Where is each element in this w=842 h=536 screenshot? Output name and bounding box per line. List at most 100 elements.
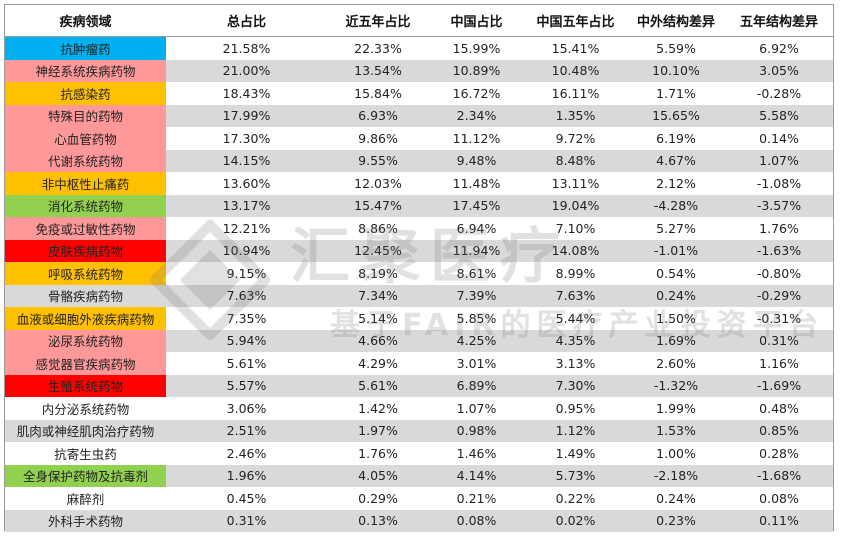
disease-area-cell: 免疫或过敏性药物	[5, 217, 166, 240]
value-cell: 7.39%	[429, 284, 524, 307]
value-cell: 9.72%	[555, 130, 596, 146]
value-cell: 1.76%	[759, 220, 799, 236]
table-row: 内分泌系统药物 3.06% 1.42% 1.07% 0.95% 1.99% 0.48%	[5, 397, 833, 420]
value-cell: 0.85%	[725, 419, 833, 442]
value-cell: 11.48%	[452, 175, 501, 191]
table-row: 神经系统疾病药物 21.00% 13.54% 10.89% 10.48% 10.10% 3.…	[5, 59, 833, 82]
value-cell: 4.35%	[524, 329, 627, 352]
value-cell: 0.11%	[725, 509, 833, 532]
disease-area-cell: 血液或细胞外液疾病药物	[5, 307, 166, 330]
table-row: 血液或细胞外液疾病药物 7.35% 5.14% 5.85% 5.44% 1.50% -0.3…	[5, 307, 833, 330]
value-cell: 15.65%	[627, 104, 725, 127]
value-cell: 4.66%	[327, 329, 429, 352]
value-cell: -0.29%	[725, 284, 833, 307]
table-row: 骨骼疾病药物 7.63% 7.34% 7.39% 7.63% 0.24% -0.29%	[5, 284, 833, 307]
disease-area-cell: 泌尿系统药物	[5, 329, 166, 352]
table-row: 肌肉或神经肌肉治疗药物 2.51% 1.97% 0.98% 1.12% 1.53% 0.85…	[5, 419, 833, 442]
table-body: 抗肿瘤药 21.58% 22.33% 15.99% 15.41% 5.59% 6.92% 神经…	[5, 36, 833, 532]
value-cell: 15.84%	[354, 85, 402, 101]
disease-area-cell: 外科手术药物	[5, 509, 166, 532]
disease-area-cell: 抗寄生虫药	[54, 446, 117, 462]
value-cell: 17.30%	[222, 130, 271, 146]
value-cell: 8.86%	[358, 220, 398, 236]
value-cell: 13.11%	[551, 175, 600, 191]
value-cell: 7.35%	[226, 310, 267, 326]
disease-area-cell: 皮肤疾病药物	[5, 239, 166, 262]
table-row: 免疫或过敏性药物 12.21% 8.86% 6.94% 7.10% 5.27% 1.76%	[5, 217, 833, 240]
value-cell: 1.96%	[166, 464, 327, 487]
value-cell: 4.67%	[627, 149, 725, 172]
value-cell: 10.48%	[524, 59, 627, 82]
value-cell: 19.04%	[524, 194, 627, 217]
table-row: 非中枢性止痛药 13.60% 12.03% 11.48% 13.11% 2.12% -1.0…	[5, 172, 833, 195]
disease-area-cell: 抗肿瘤药	[5, 36, 166, 60]
value-cell: 10.89%	[429, 59, 524, 82]
value-cell: 0.08%	[759, 490, 799, 506]
value-cell: 8.48%	[524, 149, 627, 172]
value-cell: 11.12%	[452, 130, 501, 146]
value-cell: 1.53%	[627, 419, 725, 442]
disease-area-cell: 神经系统疾病药物	[5, 59, 166, 82]
value-cell: 1.50%	[656, 310, 696, 326]
value-cell: 0.02%	[524, 509, 627, 532]
table-row: 泌尿系统药物 5.94% 4.66% 4.25% 4.35% 1.69% 0.31%	[5, 329, 833, 352]
value-cell: 7.63%	[524, 284, 627, 307]
value-cell: 0.98%	[429, 419, 524, 442]
value-cell: 0.21%	[456, 490, 497, 506]
value-cell: 3.06%	[226, 400, 267, 416]
column-header: 五年结构差异	[725, 5, 833, 37]
value-cell: 0.54%	[656, 265, 696, 281]
disease-area-cell: 非中枢性止痛药	[5, 172, 166, 195]
table-row: 抗寄生虫药 2.46% 1.76% 1.46% 1.49% 1.00% 0.28%	[5, 442, 833, 465]
column-header: 中外结构差异	[627, 5, 725, 37]
table-row: 感觉器官疾病药物 5.61% 4.29% 3.01% 3.13% 2.60% 1.16%	[5, 352, 833, 375]
value-cell: 6.19%	[656, 130, 696, 146]
table-row: 呼吸系统药物 9.15% 8.19% 8.61% 8.99% 0.54% -0.80%	[5, 262, 833, 285]
value-cell: 0.23%	[627, 509, 725, 532]
value-cell: 17.45%	[429, 194, 524, 217]
value-cell: -1.08%	[756, 175, 802, 191]
value-cell: 4.05%	[327, 464, 429, 487]
value-cell: 0.31%	[166, 509, 327, 532]
value-cell: 8.19%	[358, 265, 398, 281]
value-cell: 0.45%	[226, 490, 267, 506]
value-cell: 0.48%	[759, 400, 799, 416]
value-cell: 2.46%	[226, 445, 267, 461]
disease-area-cell: 全身保护药物及抗毒剂	[5, 464, 166, 487]
value-cell: 7.30%	[524, 374, 627, 397]
value-cell: 12.03%	[354, 175, 402, 191]
table-row: 抗感染药 18.43% 15.84% 16.72% 16.11% 1.71% -0.28%	[5, 82, 833, 105]
value-cell: 7.63%	[166, 284, 327, 307]
value-cell: -1.68%	[725, 464, 833, 487]
header-row: 疾病领域 总占比 近五年占比 中国占比 中国五年占比 中外结构差异 五年结构差异	[5, 5, 833, 37]
value-cell: 0.24%	[627, 284, 725, 307]
value-cell: 0.14%	[759, 130, 799, 146]
disease-area-table: 疾病领域 总占比 近五年占比 中国占比 中国五年占比 中外结构差异 五年结构差异 抗肿瘤药 2…	[5, 5, 833, 532]
value-cell: 4.14%	[429, 464, 524, 487]
table-row: 麻醉剂 0.45% 0.29% 0.21% 0.22% 0.24% 0.08%	[5, 487, 833, 510]
value-cell: 6.89%	[429, 374, 524, 397]
value-cell: 9.15%	[226, 265, 267, 281]
column-header: 中国占比	[429, 5, 524, 37]
value-cell: 1.71%	[656, 85, 696, 101]
value-cell: 3.05%	[725, 59, 833, 82]
disease-area-cell: 消化系统药物	[5, 194, 166, 217]
value-cell: -1.63%	[725, 239, 833, 262]
value-cell: 5.61%	[226, 355, 267, 371]
table-row: 代谢系统药物 14.15% 9.55% 9.48% 8.48% 4.67% 1.07%	[5, 149, 833, 172]
value-cell: 22.33%	[354, 40, 402, 56]
value-cell: 1.00%	[656, 445, 696, 461]
value-cell: 1.76%	[358, 445, 398, 461]
value-cell: 2.60%	[656, 355, 696, 371]
table-row: 心血管药物 17.30% 9.86% 11.12% 9.72% 6.19% 0.14%	[5, 127, 833, 150]
value-cell: 0.08%	[429, 509, 524, 532]
value-cell: 6.94%	[456, 220, 497, 236]
value-cell: 1.46%	[456, 445, 497, 461]
disease-area-cell: 特殊目的药物	[5, 104, 166, 127]
value-cell: 0.95%	[555, 400, 596, 416]
value-cell: 0.24%	[656, 490, 696, 506]
value-cell: -3.57%	[725, 194, 833, 217]
value-cell: -0.28%	[756, 85, 802, 101]
value-cell: 16.11%	[551, 85, 600, 101]
value-cell: 14.15%	[166, 149, 327, 172]
